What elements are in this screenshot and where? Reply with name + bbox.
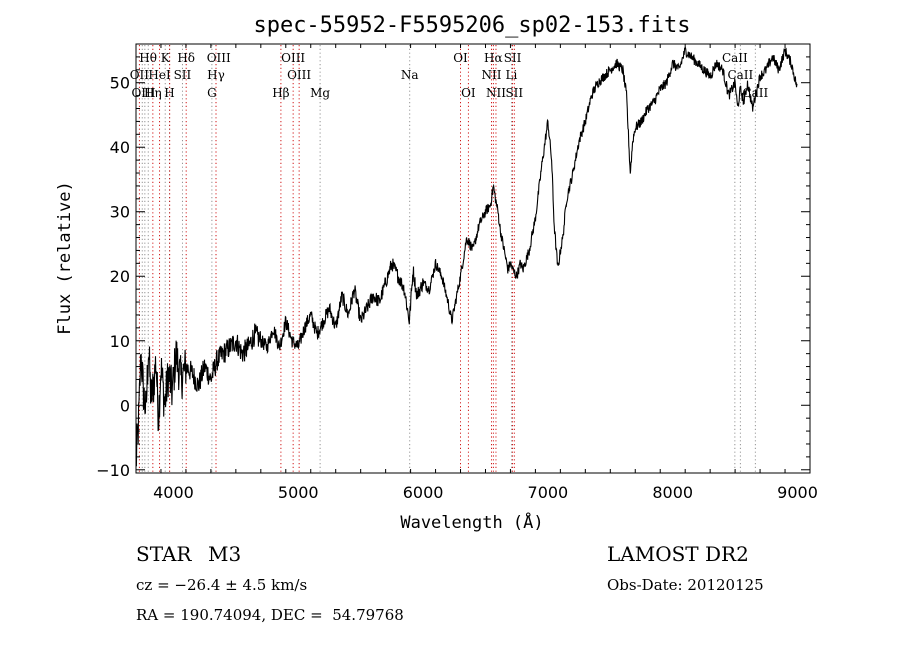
spectral-line-label: Mg bbox=[310, 86, 330, 100]
spectral-line-label: Hδ bbox=[177, 51, 195, 65]
x-axis-label: Wavelength (Å) bbox=[400, 511, 543, 533]
marker-lines bbox=[138, 45, 756, 472]
spectral-line-label: SII bbox=[174, 68, 192, 82]
spectral-line-label: Hθ bbox=[139, 51, 157, 65]
x-tick-label: 6000 bbox=[403, 483, 444, 502]
spectrum-line bbox=[135, 46, 798, 467]
axis-ticks: 4000 5000 6000 7000 8000 9000 −10 0 10 20 30 40 50 bbox=[96, 44, 818, 502]
y-tick-label: 0 bbox=[120, 396, 130, 415]
spectral-line-label: Na bbox=[401, 68, 419, 82]
y-tick-label: 30 bbox=[110, 203, 130, 222]
x-tick-label: 8000 bbox=[652, 483, 693, 502]
spectral-line-label: OI bbox=[461, 86, 476, 100]
spectral-line-label: Hβ bbox=[272, 86, 289, 100]
x-tick-label: 5000 bbox=[278, 483, 319, 502]
object-subclass: M3 bbox=[208, 542, 242, 566]
spectral-line-label: K bbox=[161, 51, 171, 65]
x-tick-label: 4000 bbox=[153, 483, 194, 502]
spectral-line-label: OI bbox=[453, 51, 468, 65]
spectral-line-label: NII bbox=[481, 68, 501, 82]
x-tick-label: 7000 bbox=[528, 483, 569, 502]
y-tick-label: 40 bbox=[110, 138, 130, 157]
spectral-line-label: Hα bbox=[484, 51, 503, 65]
redshift-cz: cz = −26.4 ± 4.5 km/s bbox=[136, 576, 308, 594]
plot-frame bbox=[135, 43, 811, 474]
y-tick-label: −10 bbox=[96, 461, 130, 480]
obs-date: Obs-Date: 20120125 bbox=[607, 576, 764, 594]
spectral-line-label: OIII bbox=[281, 51, 305, 65]
spectral-line-label: CaII bbox=[722, 51, 748, 65]
y-axis-label: Flux (relative) bbox=[55, 181, 75, 335]
y-tick-label: 20 bbox=[110, 267, 130, 286]
object-class: STAR bbox=[136, 542, 192, 566]
chart-title: spec-55952-F5595206_sp02-153.fits bbox=[253, 13, 690, 38]
spectral-line-label: Hγ bbox=[207, 68, 225, 82]
spectral-line-label: OIII bbox=[207, 51, 231, 65]
spectral-line-label: NII bbox=[486, 86, 506, 100]
spectral-line-label: HeI bbox=[148, 68, 171, 82]
x-tick-label: 9000 bbox=[777, 483, 818, 502]
spectral-line-label: OIII bbox=[287, 68, 311, 82]
ra-dec-coords: RA = 190.74094, DEC = 54.79768 bbox=[136, 606, 404, 624]
spectral-line-label: Hη bbox=[144, 86, 162, 100]
spectral-line-label: SII bbox=[505, 86, 523, 100]
spectral-line-label: Li bbox=[506, 68, 518, 82]
survey-name: LAMOST DR2 bbox=[607, 542, 749, 566]
spectral-line-label: OII bbox=[130, 68, 150, 82]
spectral-line-label: SII bbox=[504, 51, 522, 65]
y-tick-label: 50 bbox=[110, 74, 130, 93]
y-tick-label: 10 bbox=[110, 332, 130, 351]
spectral-line-label: OIII bbox=[131, 86, 155, 100]
spectral-line-label: H bbox=[164, 86, 174, 100]
spectral-line-label: CaII bbox=[727, 68, 753, 82]
spectral-line-label: G bbox=[207, 86, 217, 100]
